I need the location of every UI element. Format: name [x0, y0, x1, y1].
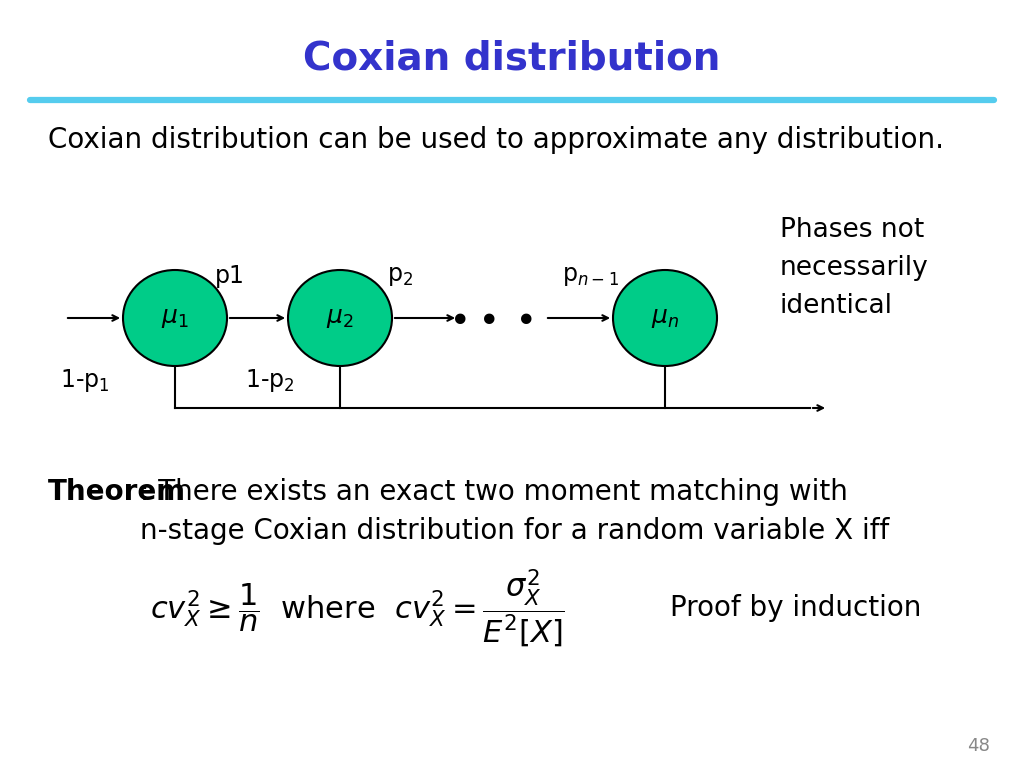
Text: Coxian distribution: Coxian distribution	[303, 39, 721, 77]
Text: Phases not
necessarily
identical: Phases not necessarily identical	[780, 217, 929, 319]
Text: p$_2$: p$_2$	[387, 264, 413, 288]
Ellipse shape	[123, 270, 227, 366]
Text: $\mu_2$: $\mu_2$	[327, 306, 354, 330]
Text: $\bullet\bullet\bullet$: $\bullet\bullet\bullet$	[447, 301, 532, 335]
Text: p$_{n-1}$: p$_{n-1}$	[561, 264, 618, 288]
Ellipse shape	[613, 270, 717, 366]
Text: $\mu_1$: $\mu_1$	[161, 306, 188, 330]
Ellipse shape	[288, 270, 392, 366]
Text: : There exists an exact two moment matching with
n-stage Coxian distribution for: : There exists an exact two moment match…	[140, 478, 889, 545]
Text: $cv_X^2 \geq \dfrac{1}{n}$  where  $cv_X^2 = \dfrac{\sigma_X^2}{E^2[X]}$: $cv_X^2 \geq \dfrac{1}{n}$ where $cv_X^2…	[150, 568, 565, 649]
Text: 1: 1	[643, 341, 658, 365]
Text: 48: 48	[967, 737, 990, 755]
Text: $\mu_n$: $\mu_n$	[651, 306, 679, 330]
Text: Coxian distribution can be used to approximate any distribution.: Coxian distribution can be used to appro…	[48, 126, 944, 154]
Text: 1-p$_1$: 1-p$_1$	[60, 366, 110, 393]
Text: Proof by induction: Proof by induction	[670, 594, 922, 622]
Text: 1-p$_2$: 1-p$_2$	[245, 366, 295, 393]
Text: Theorem: Theorem	[48, 478, 186, 506]
Text: p1: p1	[215, 264, 245, 288]
